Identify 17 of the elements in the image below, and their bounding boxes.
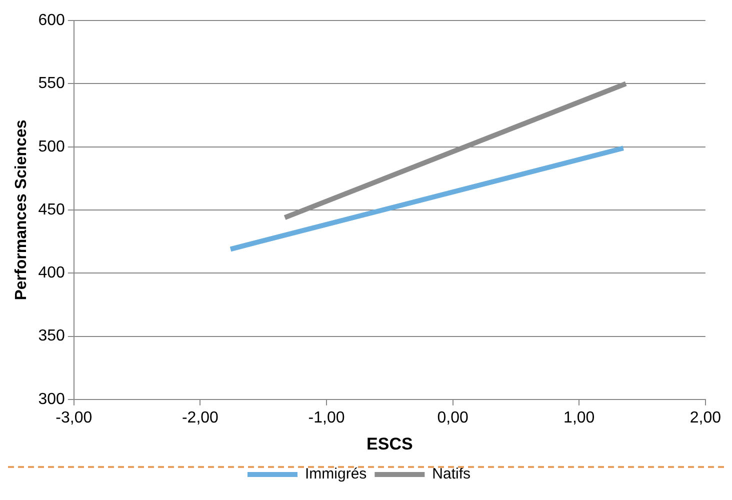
x-tick-label: -3,00 bbox=[56, 409, 92, 426]
y-tick-label: 350 bbox=[38, 328, 65, 345]
y-tick-label: 300 bbox=[38, 390, 65, 408]
y-tick-label: 500 bbox=[38, 138, 65, 156]
x-tick-label: -2,00 bbox=[182, 409, 219, 426]
x-tick-label: 1,00 bbox=[564, 409, 595, 426]
x-tick-label: 2,00 bbox=[690, 409, 722, 426]
legend-label: Natifs bbox=[432, 466, 471, 483]
y-tick-label: 550 bbox=[38, 75, 65, 92]
x-axis-title: ESCS bbox=[366, 434, 413, 454]
y-tick-label: 400 bbox=[38, 264, 65, 282]
x-tick-label: -1,00 bbox=[308, 409, 345, 426]
y-axis-title: Performances Sciences bbox=[13, 120, 30, 300]
x-tick-label: 0,00 bbox=[437, 409, 468, 426]
legend-label: Immigrés bbox=[304, 466, 367, 483]
y-tick-label: 600 bbox=[38, 12, 65, 30]
y-tick-label: 450 bbox=[38, 201, 65, 218]
